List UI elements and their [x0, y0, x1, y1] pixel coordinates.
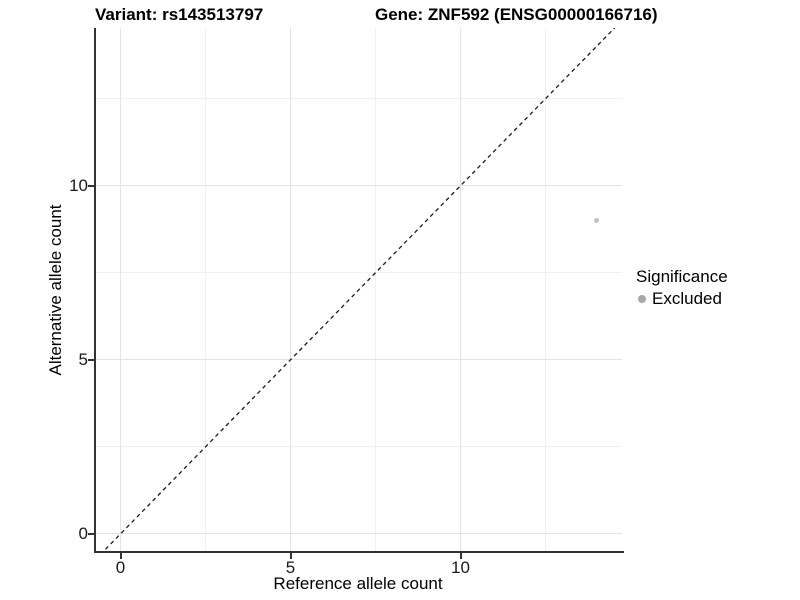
y-axis-title: Alternative allele count: [46, 204, 65, 376]
minor-gridline-vertical: [545, 28, 546, 552]
identity-dashed-line: [101, 28, 616, 552]
major-gridline-horizontal: [95, 533, 622, 535]
x-axis-tick-label: 10: [451, 558, 470, 577]
x-axis-tick-label: 0: [115, 558, 126, 577]
x-axis-title: Reference allele count: [273, 574, 443, 593]
major-gridline-horizontal: [95, 185, 622, 187]
y-axis-tick-label: 10: [69, 176, 88, 196]
legend-title: Significance: [636, 267, 728, 286]
major-gridline-vertical: [290, 28, 291, 552]
data-point: [594, 218, 599, 224]
x-axis-tick: [289, 553, 292, 559]
legend: Significance Excluded: [636, 267, 728, 308]
x-axis-tick-label: 5: [285, 558, 296, 577]
y-axis-tick: [88, 358, 94, 361]
x-axis-tick: [119, 553, 122, 559]
plot-title-variant: Variant: rs143513797: [95, 5, 264, 24]
y-axis-tick: [88, 532, 94, 535]
y-axis-line: [94, 28, 96, 553]
legend-item-label: Excluded: [652, 289, 722, 308]
identity-line-layer: [101, 28, 616, 552]
legend-key-circle-icon: [638, 294, 646, 303]
minor-gridline-horizontal: [95, 446, 622, 448]
x-axis-line: [94, 551, 624, 553]
y-axis-tick-label: 5: [78, 350, 88, 370]
minor-gridline-vertical: [375, 28, 376, 552]
y-axis-tick: [88, 184, 94, 187]
minor-gridline-horizontal: [95, 98, 622, 100]
major-gridline-vertical: [460, 28, 461, 552]
x-axis-tick: [459, 553, 462, 559]
y-axis-tick-label: 0: [78, 524, 88, 544]
major-gridline-vertical: [120, 28, 121, 552]
plot-panel: [95, 28, 622, 552]
plot-title-gene: Gene: ZNF592 (ENSG00000166716): [375, 5, 658, 24]
legend-item-excluded: Excluded: [636, 289, 728, 308]
major-gridline-horizontal: [95, 359, 622, 361]
minor-gridline-vertical: [205, 28, 206, 552]
minor-gridline-horizontal: [95, 272, 622, 274]
